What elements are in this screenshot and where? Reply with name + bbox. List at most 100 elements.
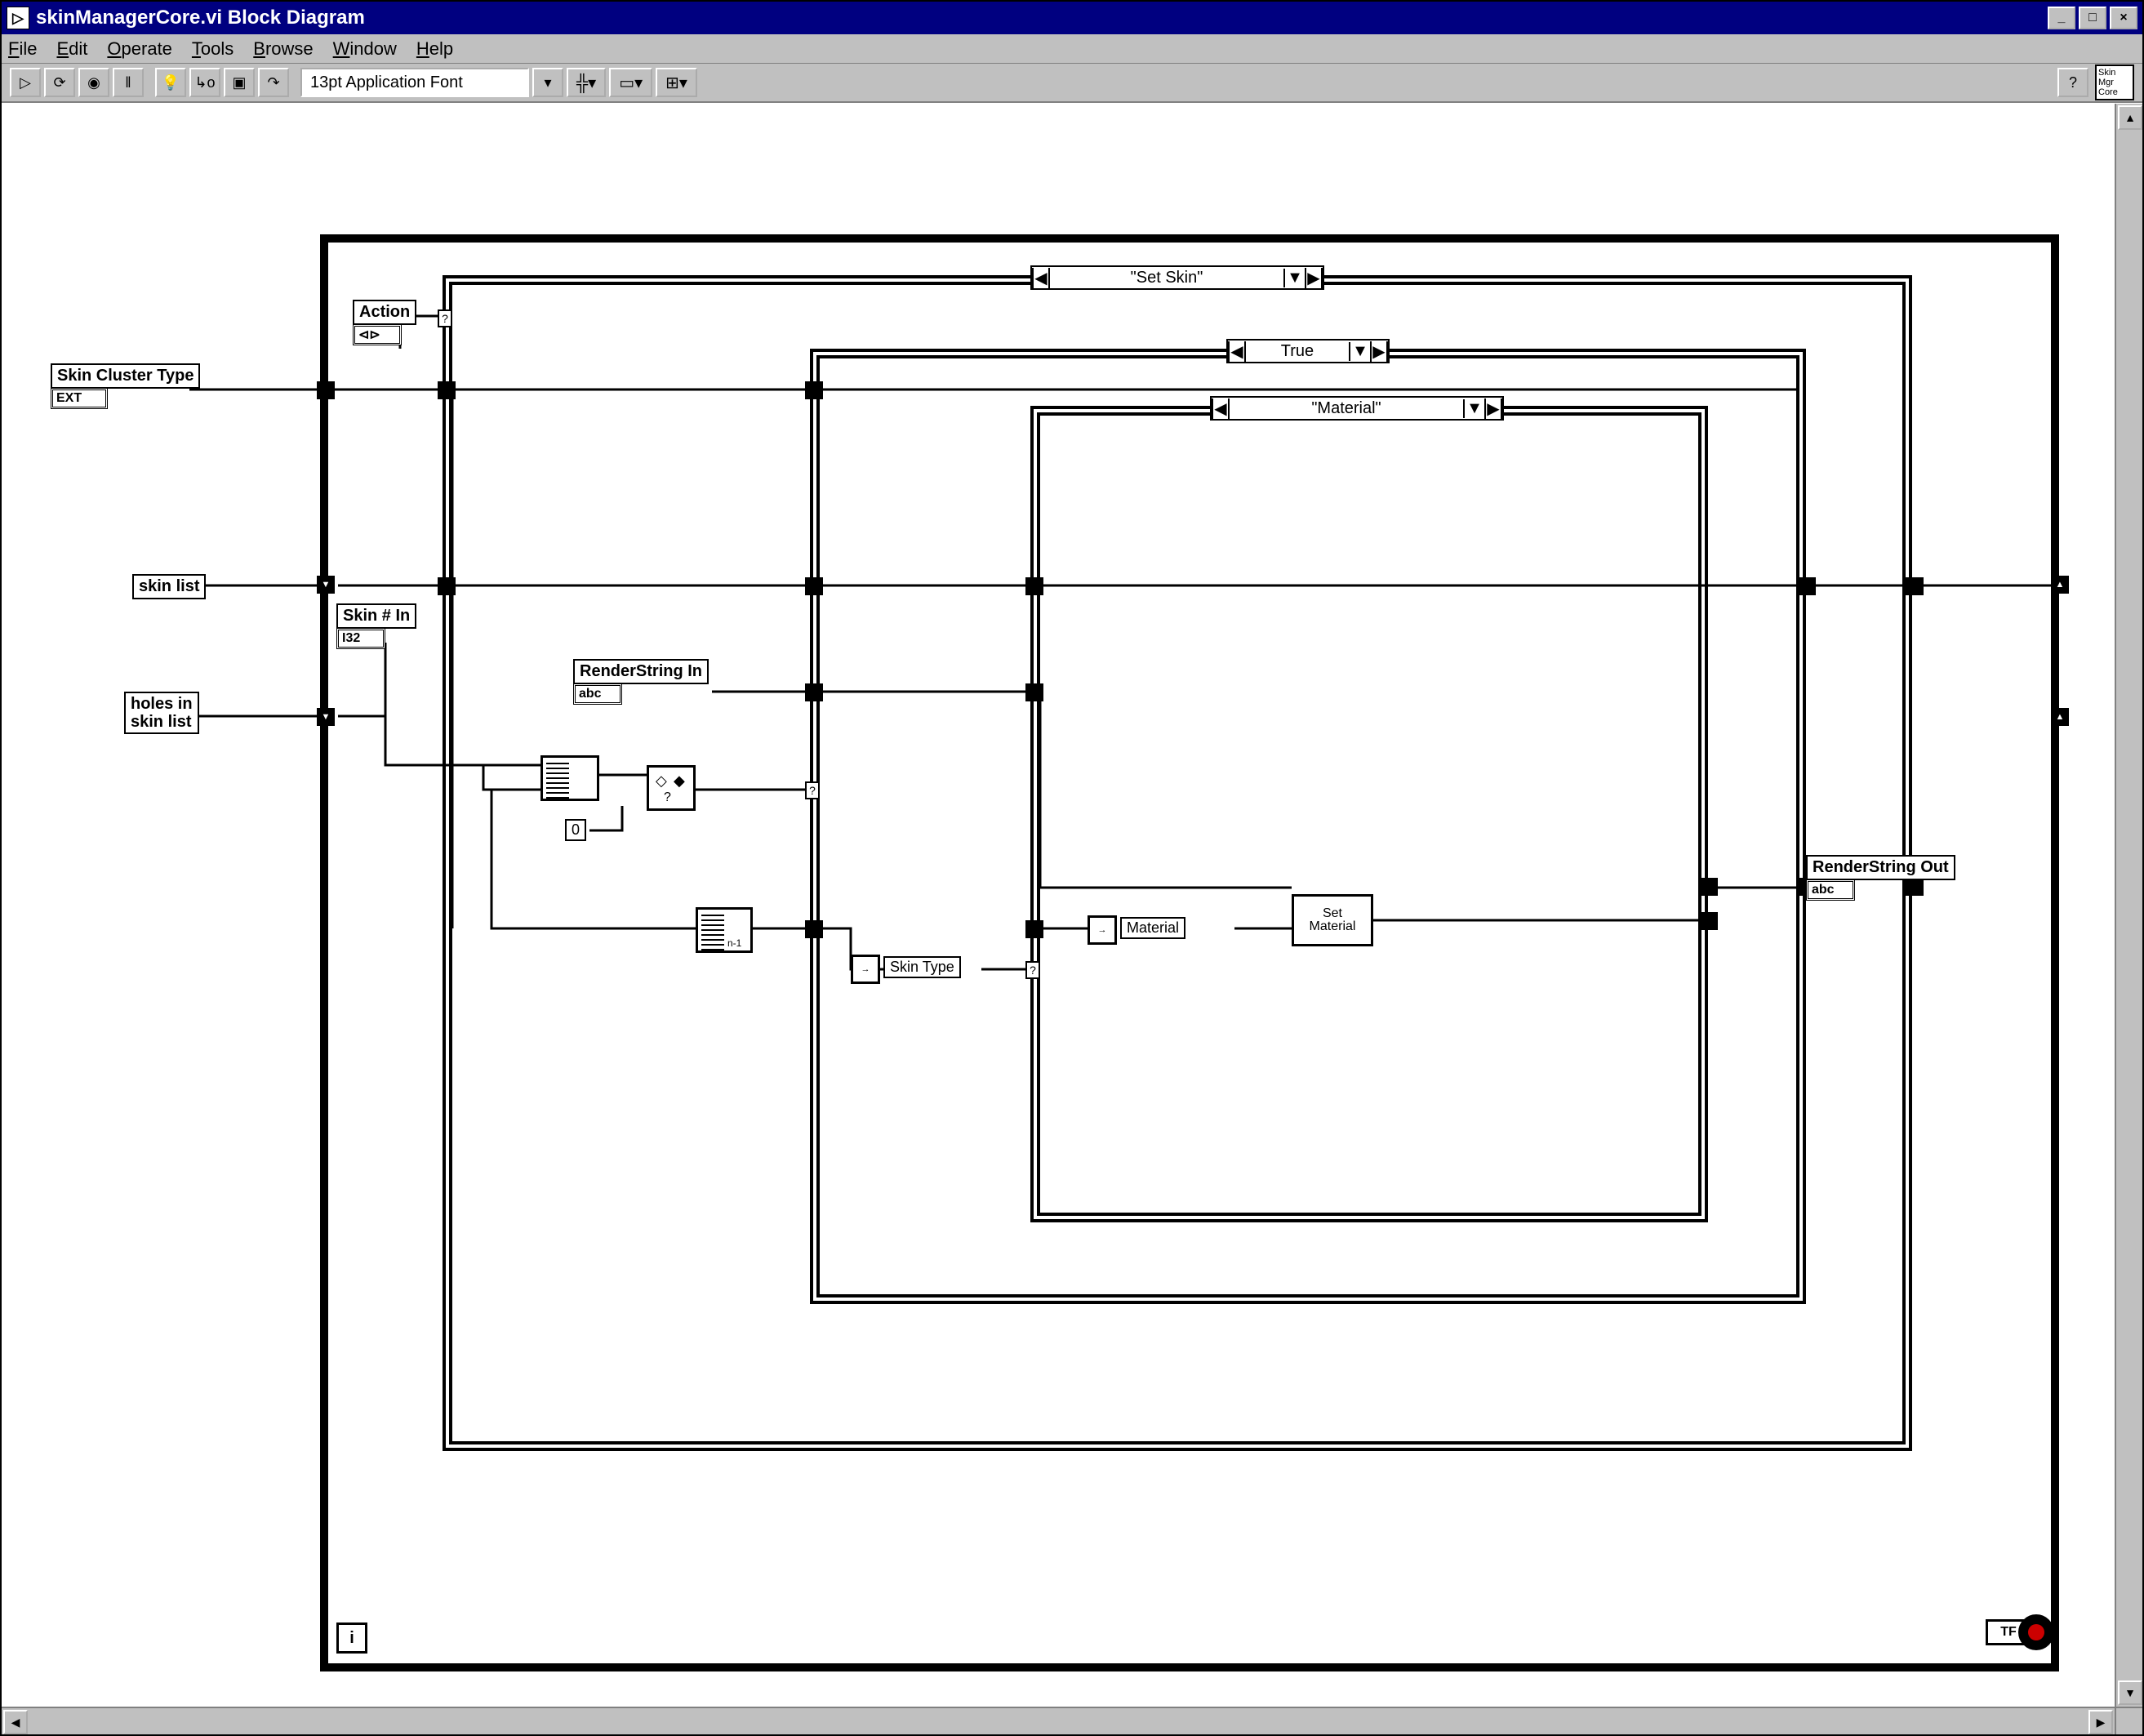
array-icon	[546, 761, 569, 799]
tunnel-mid-3	[805, 683, 823, 701]
menu-help[interactable]: Help	[416, 38, 453, 60]
tunnel-mid-1	[805, 381, 823, 399]
titlebar: ▷ skinManagerCore.vi Block Diagram _ □ ×	[2, 2, 2142, 34]
tunnel-skincluster	[317, 381, 335, 399]
app-icon: ▷	[7, 7, 29, 29]
stop-dot-icon	[2028, 1624, 2044, 1640]
window-title: skinManagerCore.vi Block Diagram	[36, 7, 365, 29]
tunnel-outer-3	[1906, 577, 1924, 595]
tunnel-mid-4	[805, 920, 823, 938]
compare-node[interactable]: ◇ ◆ ?	[647, 765, 696, 811]
control-action-label: Action	[353, 300, 416, 325]
vertical-scrollbar[interactable]: ▲ ▼	[2115, 104, 2142, 1707]
toolbar: ▷ ⟳ ◉ ‖ 💡 ↳o ▣ ↷ 13pt Application Font ▾…	[2, 64, 2142, 103]
loop-iteration-terminal: i	[336, 1622, 367, 1654]
unbundle-material[interactable]: Material	[1120, 917, 1185, 939]
close-button[interactable]: ×	[2110, 7, 2137, 29]
unbundle-arrow-icon-2: →	[1088, 915, 1117, 945]
tunnel-outer-1	[438, 381, 456, 399]
shift-reg-left-skinlist: ▼	[317, 576, 335, 594]
scroll-up-button[interactable]: ▲	[2118, 105, 2142, 130]
abort-button[interactable]: ◉	[78, 68, 109, 97]
index-array-node-2[interactable]: n-1	[696, 907, 753, 953]
indicator-renderstring-out-terminal[interactable]: abc	[1806, 879, 1855, 901]
case-outer-dropdown-icon[interactable]: ▼	[1283, 269, 1305, 287]
font-dropdown-button[interactable]: ▾	[532, 68, 563, 97]
horizontal-scrollbar[interactable]: ◀ ▶	[2, 1707, 2115, 1734]
menu-file[interactable]: File	[8, 38, 37, 60]
maximize-button[interactable]: □	[2079, 7, 2106, 29]
tunnel-in-2	[1025, 683, 1043, 701]
case-outer-selector-terminal: ?	[438, 309, 452, 327]
step-over-button[interactable]: ↷	[258, 68, 289, 97]
tunnel-in-1	[1025, 577, 1043, 595]
align-button[interactable]: ╬▾	[567, 68, 606, 97]
case-middle-selector-terminal: ?	[805, 781, 820, 799]
index-array-node[interactable]	[540, 755, 599, 801]
case-inner-frame[interactable]	[1030, 406, 1708, 1222]
case-outer-selector[interactable]: ◀ "Set Skin" ▼ ▶	[1030, 265, 1324, 290]
array-icon-2	[701, 913, 724, 950]
tunnel-outer-2	[438, 577, 456, 595]
menu-edit[interactable]: Edit	[56, 38, 87, 60]
tunnel-mid-2	[805, 577, 823, 595]
case-middle-dropdown-icon[interactable]: ▼	[1349, 342, 1370, 361]
control-renderstring-in-label: RenderString In	[573, 659, 709, 684]
control-action-terminal[interactable]: ⊲⊳	[353, 324, 402, 345]
scroll-corner	[2115, 1707, 2142, 1734]
control-skin-cluster-type-label: Skin Cluster Type	[51, 363, 200, 389]
font-selector[interactable]: 13pt Application Font	[300, 68, 529, 97]
case-inner-dropdown-icon[interactable]: ▼	[1463, 399, 1484, 418]
run-button[interactable]: ▷	[10, 68, 41, 97]
retain-wires-button[interactable]: ↳o	[189, 68, 220, 97]
control-skin-cluster-type-terminal[interactable]: EXT	[51, 388, 108, 409]
menu-tools[interactable]: Tools	[192, 38, 234, 60]
tunnel-in-5	[1700, 912, 1718, 930]
case-middle-next-icon[interactable]: ▶	[1370, 341, 1388, 362]
reorder-button[interactable]: ⊞▾	[656, 68, 697, 97]
control-renderstring-in-terminal[interactable]: abc	[573, 683, 622, 705]
minimize-button[interactable]: _	[2048, 7, 2075, 29]
shift-reg-right-skinlist: ▲	[2051, 576, 2069, 594]
case-outer-prev-icon[interactable]: ◀	[1032, 268, 1050, 288]
pause-button[interactable]: ‖	[113, 68, 144, 97]
control-skin-num-terminal[interactable]: I32	[336, 628, 385, 649]
step-into-button[interactable]: ▣	[224, 68, 255, 97]
menu-operate[interactable]: Operate	[107, 38, 172, 60]
control-skin-num-label: Skin # In	[336, 603, 416, 629]
case-inner-next-icon[interactable]: ▶	[1484, 398, 1502, 419]
case-middle-prev-icon[interactable]: ◀	[1228, 341, 1246, 362]
shift-reg-right-holes: ▲	[2051, 708, 2069, 726]
highlight-exec-button[interactable]: 💡	[155, 68, 186, 97]
menubar: File Edit Operate Tools Browse Window He…	[2, 34, 2142, 64]
case-middle-selector[interactable]: ◀ True ▼ ▶	[1226, 339, 1390, 363]
shift-reg-left-holes: ▼	[317, 708, 335, 726]
tunnel-in-4	[1700, 878, 1718, 896]
help-button[interactable]: ?	[2057, 68, 2088, 97]
constant-zero[interactable]: 0	[565, 819, 586, 841]
tunnel-outer-4	[1906, 878, 1924, 896]
unbundle-skin-type[interactable]: Skin Type	[883, 956, 961, 978]
control-holes-label: holes in skin list	[124, 692, 199, 734]
menu-browse[interactable]: Browse	[253, 38, 313, 60]
case-inner-prev-icon[interactable]: ◀	[1212, 398, 1230, 419]
scroll-left-button[interactable]: ◀	[3, 1710, 28, 1734]
subvi-set-material[interactable]: Set Material	[1292, 894, 1373, 946]
run-continuous-button[interactable]: ⟳	[44, 68, 75, 97]
scroll-right-button[interactable]: ▶	[2088, 1710, 2113, 1734]
unbundle-arrow-icon: →	[851, 955, 880, 984]
vi-icon[interactable]: Skin Mgr Core	[2095, 65, 2134, 100]
case-outer-next-icon[interactable]: ▶	[1305, 268, 1323, 288]
case-inner-selector-terminal: ?	[1025, 961, 1040, 979]
window-root: ▷ skinManagerCore.vi Block Diagram _ □ ×…	[0, 0, 2144, 1736]
scroll-down-button[interactable]: ▼	[2118, 1680, 2142, 1705]
case-inner-selector[interactable]: ◀ "Material" ▼ ▶	[1210, 396, 1504, 421]
canvas-wrap: i TF ▼ ▲ ▼ ▲ ◀ "Set Skin"	[2, 103, 2142, 1734]
indicator-renderstring-out-label: RenderString Out	[1806, 855, 1955, 880]
tunnel-in-3	[1025, 920, 1043, 938]
control-skin-list-label: skin list	[132, 574, 206, 599]
menu-window[interactable]: Window	[333, 38, 397, 60]
tunnel-mid-5	[1798, 577, 1816, 595]
distribute-button[interactable]: ▭▾	[609, 68, 652, 97]
block-diagram-canvas[interactable]: i TF ▼ ▲ ▼ ▲ ◀ "Set Skin"	[2, 104, 2115, 1707]
